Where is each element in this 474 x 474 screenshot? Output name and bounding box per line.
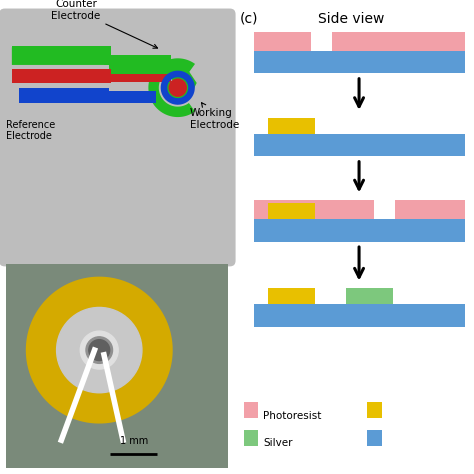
Bar — [367, 430, 382, 446]
Bar — [268, 288, 315, 304]
Bar — [346, 288, 393, 304]
Bar — [12, 69, 111, 83]
Bar — [254, 51, 465, 73]
Bar — [254, 134, 465, 156]
Circle shape — [169, 79, 186, 96]
Bar — [244, 402, 258, 418]
Text: Photoresist: Photoresist — [263, 410, 321, 421]
Circle shape — [56, 308, 142, 393]
Circle shape — [86, 337, 112, 364]
Text: 1 mm: 1 mm — [119, 436, 148, 446]
Circle shape — [89, 340, 109, 361]
Text: Reference
Electrode: Reference Electrode — [6, 119, 55, 141]
Bar — [12, 46, 111, 64]
Bar — [6, 264, 228, 468]
Text: Side view: Side view — [318, 12, 384, 26]
Bar — [332, 32, 465, 51]
Polygon shape — [26, 277, 173, 424]
Polygon shape — [148, 58, 195, 117]
Polygon shape — [12, 47, 197, 104]
Bar — [268, 203, 315, 219]
Polygon shape — [161, 71, 195, 105]
Bar — [254, 304, 465, 327]
Bar — [254, 200, 374, 219]
Circle shape — [80, 331, 118, 369]
Bar — [367, 402, 382, 418]
FancyBboxPatch shape — [0, 9, 236, 266]
Text: Working
Electrode: Working Electrode — [190, 103, 239, 130]
Bar — [244, 430, 258, 446]
Bar — [104, 74, 171, 82]
Text: Counter
Electrode: Counter Electrode — [51, 0, 157, 48]
Bar — [254, 219, 465, 242]
Bar — [104, 55, 171, 65]
Bar — [268, 118, 315, 134]
Bar — [19, 88, 109, 103]
Text: (c): (c) — [239, 12, 258, 26]
Bar — [254, 32, 310, 51]
Bar — [395, 200, 465, 219]
Bar — [104, 91, 156, 103]
Text: Silver: Silver — [263, 438, 292, 448]
